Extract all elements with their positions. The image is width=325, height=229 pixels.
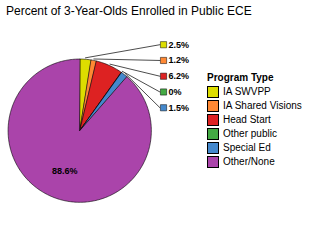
html-text:Percent of 3-Year-Olds Enrolle: Percent of 3-Year-Olds Enrolled in Publi… xyxy=(6,4,252,18)
svg-text:0%: 0% xyxy=(169,87,182,97)
svg-text:1.5%: 1.5% xyxy=(169,103,190,113)
html-text:Program Type: Program Type xyxy=(207,71,274,83)
html-text:IA Shared Visions: IA Shared Visions xyxy=(223,100,302,111)
svg-text:6.2%: 6.2% xyxy=(169,71,190,81)
svg-text:2.5%: 2.5% xyxy=(169,40,190,50)
html-text:IA SWVPP: IA SWVPP xyxy=(223,86,271,97)
svg-text:88.6%: 88.6% xyxy=(52,166,78,176)
html-text:Head Start: Head Start xyxy=(223,114,271,125)
html-text:Other/None: Other/None xyxy=(223,156,275,167)
svg-text:1.2%: 1.2% xyxy=(169,55,190,65)
html-text:Other public: Other public xyxy=(223,128,277,139)
html-text:Special Ed: Special Ed xyxy=(223,142,271,153)
